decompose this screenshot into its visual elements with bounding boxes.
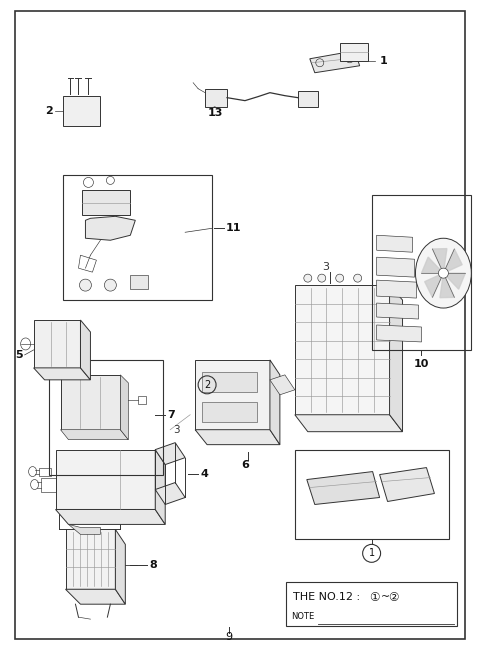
Polygon shape — [195, 360, 270, 430]
Polygon shape — [377, 303, 419, 319]
Bar — [202, 372, 257, 392]
Text: THE NO.12 :: THE NO.12 : — [293, 592, 360, 602]
Polygon shape — [60, 430, 128, 439]
Text: 3: 3 — [173, 424, 180, 435]
Bar — [62, 175, 212, 300]
Polygon shape — [195, 430, 280, 445]
Polygon shape — [85, 216, 135, 240]
Polygon shape — [56, 450, 155, 509]
Text: 11: 11 — [226, 223, 241, 233]
Bar — [130, 275, 148, 289]
Polygon shape — [81, 320, 90, 380]
Text: 2: 2 — [45, 106, 52, 116]
Bar — [202, 402, 257, 422]
Bar — [62, 95, 100, 125]
Text: 7: 7 — [167, 410, 175, 420]
Polygon shape — [120, 375, 128, 439]
Text: 2: 2 — [204, 380, 210, 390]
Ellipse shape — [336, 274, 344, 282]
Polygon shape — [155, 443, 185, 465]
Polygon shape — [440, 273, 455, 298]
Text: ①: ① — [369, 591, 379, 604]
Polygon shape — [307, 472, 380, 504]
Bar — [138, 396, 146, 404]
Polygon shape — [60, 375, 120, 430]
Text: 13: 13 — [208, 108, 224, 117]
Bar — [295, 450, 449, 539]
Polygon shape — [295, 285, 390, 415]
Text: NOTE: NOTE — [291, 611, 314, 620]
Polygon shape — [444, 249, 462, 273]
Polygon shape — [155, 483, 185, 504]
Ellipse shape — [438, 268, 448, 278]
Polygon shape — [65, 589, 125, 604]
Polygon shape — [83, 190, 130, 215]
Polygon shape — [295, 415, 403, 432]
Bar — [372, 195, 471, 350]
Text: ②: ② — [389, 591, 399, 604]
Polygon shape — [380, 467, 434, 502]
Polygon shape — [310, 51, 360, 73]
Bar — [340, 43, 368, 61]
Bar — [298, 91, 318, 106]
Text: 8: 8 — [149, 560, 157, 570]
Text: 3: 3 — [322, 262, 329, 272]
Ellipse shape — [318, 274, 326, 282]
Ellipse shape — [80, 279, 91, 291]
Text: 9: 9 — [226, 632, 233, 642]
Polygon shape — [34, 320, 81, 368]
Polygon shape — [377, 257, 415, 277]
Ellipse shape — [104, 279, 116, 291]
Ellipse shape — [416, 238, 471, 308]
Bar — [48, 360, 163, 474]
Polygon shape — [270, 375, 295, 395]
Text: 1: 1 — [369, 548, 375, 558]
Polygon shape — [377, 280, 417, 298]
Polygon shape — [65, 530, 115, 589]
Polygon shape — [421, 257, 444, 273]
Text: 5: 5 — [15, 350, 23, 360]
Text: 1: 1 — [380, 56, 387, 66]
Bar — [205, 89, 227, 106]
Ellipse shape — [304, 274, 312, 282]
Polygon shape — [155, 450, 165, 524]
Bar — [286, 582, 457, 626]
Polygon shape — [377, 235, 412, 252]
Polygon shape — [390, 285, 403, 432]
Polygon shape — [270, 360, 280, 445]
Polygon shape — [34, 368, 90, 380]
Polygon shape — [444, 273, 465, 289]
Polygon shape — [56, 509, 165, 524]
Text: 4: 4 — [200, 469, 208, 478]
Text: 6: 6 — [241, 459, 249, 470]
Text: ~: ~ — [381, 592, 390, 602]
Text: 10: 10 — [414, 359, 429, 369]
Polygon shape — [432, 249, 447, 273]
Polygon shape — [115, 530, 125, 604]
Polygon shape — [425, 273, 444, 297]
Ellipse shape — [354, 274, 361, 282]
Polygon shape — [377, 325, 421, 342]
Polygon shape — [69, 524, 100, 534]
